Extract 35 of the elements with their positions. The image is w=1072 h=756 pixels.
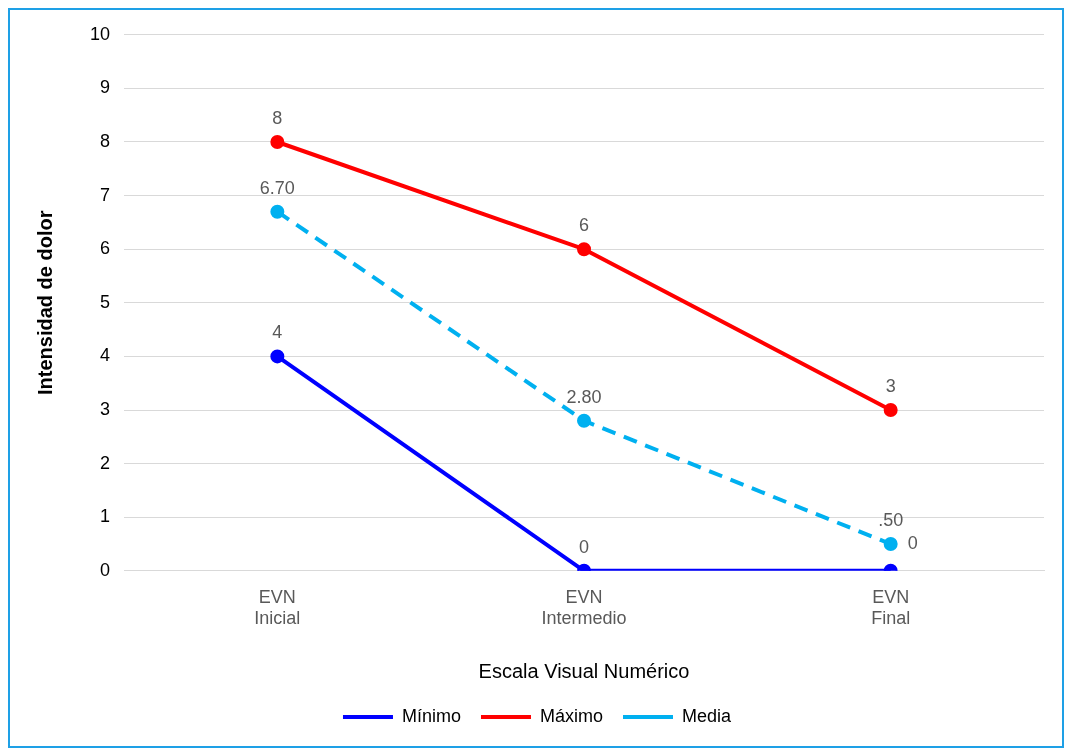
x-tick-label: EVN Final	[871, 586, 911, 629]
y-tick-label: 6	[100, 238, 111, 259]
y-tick-label: 4	[100, 345, 111, 366]
y-axis-title: Intensidad de dolor	[33, 210, 56, 396]
point	[883, 537, 898, 551]
y-tick-label: 5	[100, 291, 111, 312]
point	[270, 349, 285, 364]
y-tick-label: 7	[100, 184, 111, 205]
data-label: .50	[878, 509, 904, 530]
data-label: 2.80	[566, 386, 602, 407]
data-label: 4	[272, 322, 283, 343]
legend-label: Media	[682, 705, 733, 726]
point	[577, 413, 592, 428]
data-label: 0	[579, 536, 590, 557]
legend-label: Máximo	[539, 705, 603, 726]
y-tick-label: 8	[100, 130, 111, 151]
point	[577, 242, 592, 257]
x-tick-label: EVN Intermedio	[541, 586, 627, 629]
point	[270, 135, 285, 149]
data-label: 0	[907, 532, 918, 553]
data-label: 8	[272, 107, 283, 128]
y-tick-label: 0	[100, 559, 111, 580]
data-label: 3	[885, 375, 896, 396]
y-tick-label: 3	[100, 398, 111, 419]
point	[270, 204, 285, 219]
y-tick-label: 1	[100, 506, 111, 527]
data-label: 6.70	[259, 177, 295, 198]
x-axis-title: Escala Visual Numérico	[478, 659, 690, 682]
legend-label: Mínimo	[401, 705, 461, 726]
y-tick-label: 2	[100, 452, 111, 473]
point	[883, 403, 898, 417]
y-tick-label: 10	[89, 23, 111, 44]
y-tick-label: 9	[100, 77, 111, 98]
x-tick-label: EVN Inicial	[254, 586, 301, 629]
data-label: 6	[579, 215, 590, 236]
